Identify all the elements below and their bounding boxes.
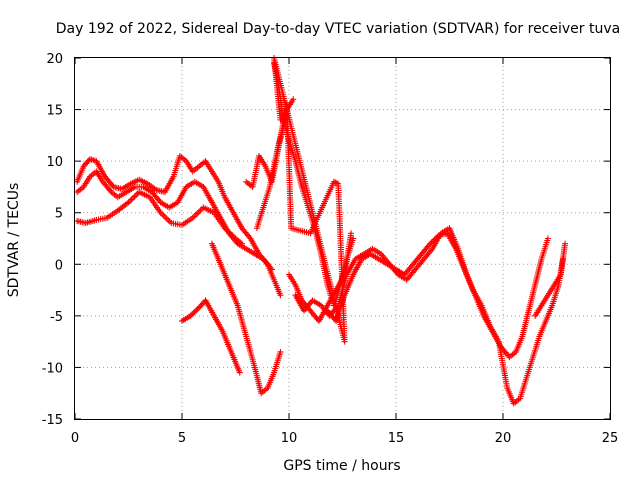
series-track-j	[532, 240, 569, 319]
data-point	[428, 239, 435, 246]
data-point	[194, 305, 201, 312]
data-point	[193, 307, 200, 314]
data-point	[196, 304, 203, 311]
plot-frame	[74, 57, 611, 420]
data-point	[432, 235, 439, 242]
data-point	[190, 310, 197, 317]
data-point	[160, 212, 167, 219]
data-point	[188, 311, 195, 318]
data-point	[130, 194, 137, 201]
x-tick-label: 0	[71, 431, 79, 446]
y-tick-label: -15	[42, 413, 63, 428]
data-point	[277, 348, 284, 355]
y-tick-label: 20	[46, 52, 63, 67]
data-point	[187, 312, 194, 319]
data-points	[74, 55, 569, 407]
y-tick-labels: -15 -10 -5 0 5 10 15 20	[42, 52, 63, 428]
y-tick-label: 0	[55, 258, 63, 273]
data-point	[191, 213, 198, 220]
data-point	[277, 116, 284, 123]
data-point	[562, 240, 569, 247]
y-tick-label: -5	[50, 310, 63, 325]
data-point	[131, 193, 138, 200]
x-tick-labels: 0 5 10 15 20 25	[71, 431, 618, 446]
data-point	[332, 179, 339, 186]
data-point	[159, 211, 166, 218]
series-track-c	[74, 189, 245, 247]
data-point	[165, 217, 172, 224]
data-point	[427, 240, 434, 247]
x-tick-label: 20	[495, 431, 512, 446]
x-axis-label: GPS time / hours	[283, 458, 400, 474]
data-point	[162, 214, 169, 221]
series-outliers	[243, 55, 348, 345]
y-tick-label: 5	[55, 207, 63, 222]
series-track-e	[208, 240, 284, 397]
data-point	[544, 235, 551, 242]
data-point	[268, 266, 275, 273]
x-tick-label: 5	[178, 431, 186, 446]
data-point	[197, 303, 204, 310]
data-point	[236, 369, 243, 376]
series-track-d	[179, 297, 243, 376]
data-point	[348, 230, 355, 237]
data-point	[290, 96, 297, 103]
series-track-a	[74, 152, 284, 299]
y-tick-label: 10	[46, 155, 63, 170]
data-point	[127, 197, 134, 204]
data-point	[198, 301, 205, 308]
series-track-k	[286, 230, 355, 325]
data-point	[434, 233, 441, 240]
data-point	[430, 237, 437, 244]
data-point	[81, 161, 88, 168]
y-tick-label: -10	[42, 361, 63, 376]
data-point	[84, 158, 91, 165]
data-point	[330, 178, 337, 185]
data-point	[195, 208, 202, 215]
data-point	[83, 160, 90, 167]
data-point	[80, 163, 87, 170]
data-point	[128, 196, 135, 203]
data-point	[194, 210, 201, 217]
chart-title: Day 192 of 2022, Sidereal Day-to-day VTE…	[56, 21, 620, 37]
data-point	[163, 215, 170, 222]
y-tick-label: 15	[46, 104, 63, 119]
y-axis-label: SDTVAR / TECUs	[6, 183, 22, 298]
x-tick-label: 10	[281, 431, 298, 446]
series-track-b	[74, 168, 275, 273]
x-tick-label: 15	[388, 431, 405, 446]
data-point	[277, 292, 284, 299]
data-point	[431, 236, 438, 243]
axis-ticks	[74, 57, 611, 420]
data-point	[192, 211, 199, 218]
data-point	[191, 308, 198, 315]
data-point	[238, 240, 245, 247]
x-tick-label: 25	[602, 431, 619, 446]
